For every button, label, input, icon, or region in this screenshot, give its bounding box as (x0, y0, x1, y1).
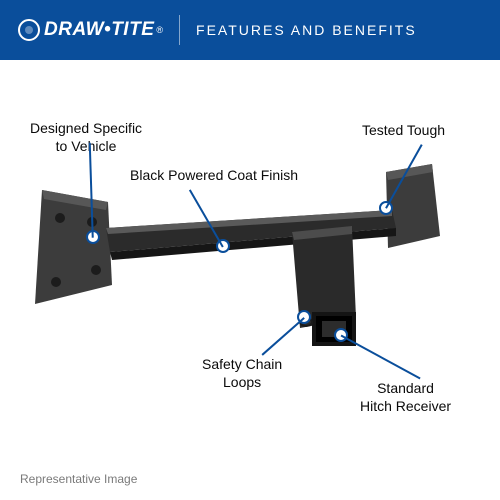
header-title: FEATURES AND BENEFITS (196, 22, 417, 38)
callout-finish: Black Powered Coat Finish (130, 167, 298, 185)
header-bar: DRAW•TITE ® FEATURES AND BENEFITS (0, 0, 500, 60)
header-divider (179, 15, 180, 45)
hitch-ball-icon (18, 19, 40, 41)
brand-logo: DRAW•TITE ® (0, 19, 163, 41)
logo-text: DRAW•TITE (44, 19, 154, 41)
callout-designed: Designed Specificto Vehicle (30, 120, 142, 155)
footer-note: Representative Image (20, 472, 137, 486)
callout-receiver: StandardHitch Receiver (360, 380, 451, 415)
callout-loops: Safety ChainLoops (202, 356, 282, 391)
callout-tested: Tested Tough (362, 122, 445, 140)
diagram-canvas: Designed Specificto Vehicle Black Powered… (0, 60, 500, 500)
registered-mark: ® (156, 25, 163, 35)
